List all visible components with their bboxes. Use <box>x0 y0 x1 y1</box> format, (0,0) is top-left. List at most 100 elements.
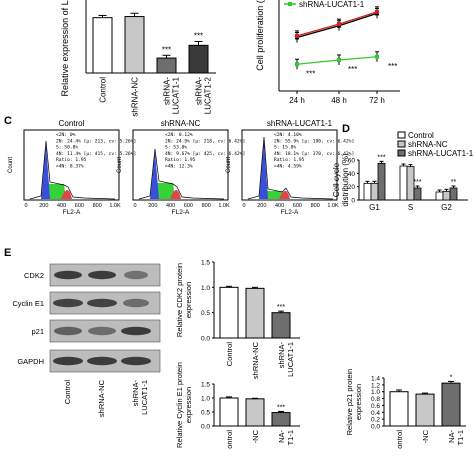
panel-e-cdk2-ytick-0: 0.0 <box>201 336 210 343</box>
panel-c-ylabel-0: Count <box>8 157 14 173</box>
panel-d-ytick-1: 20 <box>348 184 356 191</box>
panel-c-frame-0 <box>23 129 120 201</box>
panel-c-stat-0-4: Ratio: 1.95 <box>56 157 87 163</box>
panel-d-legend-label-1: shRNA-NC <box>408 140 448 149</box>
panel-e-cdk2-bar-1 <box>245 287 265 339</box>
panel-c-xtick-2-4: 800 <box>311 203 320 209</box>
panel-e-band-3-1 <box>87 356 117 366</box>
panel-e-western-blot: E CDK2 Cyclin E1 p21 GAPDH Control shRNA-NC sh… <box>4 247 466 449</box>
panel-a-sig-3: *** <box>194 31 203 40</box>
panel-c-ylabel-2: Count <box>226 157 232 173</box>
panel-d-legend-label-2: shRNA-LUCAT1-1 <box>408 149 474 158</box>
panel-c-stat-2-3: 4N: 18.1% [µ: 370, cv: 6.42%] <box>274 151 354 157</box>
panel-e-band-1-1 <box>87 298 117 308</box>
panel-c-trace-1 <box>138 148 225 200</box>
panel-d-bar-2-1 <box>442 190 451 201</box>
panel-e-blot-label-2: p21 <box>31 327 44 336</box>
panel-e-cdk2-bar-0 <box>219 286 239 339</box>
panel-e-blot-label-0: CDK2 <box>24 271 44 280</box>
panel-a-sig-2: *** <box>162 45 171 54</box>
panel-b-point-1-0 <box>295 33 299 38</box>
panel-b-legend-marker <box>288 2 292 6</box>
panel-c-xlabel-2: FL2-A <box>281 209 299 216</box>
panel-e-band-2-1 <box>88 326 116 336</box>
panel-e-cdk2-xtick-2: shRNA-LUCAT1-1 <box>277 342 295 377</box>
panel-b-sig-2: *** <box>388 62 397 71</box>
panel-c-stat-2-5: >4N: 4.59% <box>274 164 302 170</box>
panel-d-xtick-0: G1 <box>369 203 380 212</box>
panel-c-xlabel-1: FL2-A <box>172 209 190 216</box>
panel-e-cyclin-ytick-3: 1.5 <box>201 382 210 389</box>
panel-e-cyclin-bar-2 <box>271 412 291 427</box>
panel-c-stat-1-5: >4N: 12.3% <box>165 164 193 170</box>
panel-c-xlabel-0: FL2-A <box>63 209 81 216</box>
panel-c-title-2: shRNA-LUCAT1-1 <box>267 119 333 128</box>
panel-c-g2-peak-0 <box>61 190 72 199</box>
panel-b-point-2-0 <box>295 62 299 67</box>
panel-e-cdk2-sig-2: *** <box>277 304 285 311</box>
panel-b-sig-1: *** <box>348 65 357 74</box>
panel-e-band-3-2 <box>121 356 151 366</box>
panel-e-cdk2-ylabel-1: Relative CDK2 protein <box>175 263 184 337</box>
panel-e-cyclin-bar-1 <box>245 398 265 427</box>
panel-e-p21-ytick-3: 0.6 <box>371 403 380 410</box>
panel-b-ylabel: Cell proliferation (%) <box>255 0 265 71</box>
panel-e-p21-bar-2 <box>441 382 461 427</box>
panel-c-xtick-1-3: 600 <box>184 203 193 209</box>
panel-c-xtick-0-4: 800 <box>93 203 102 209</box>
panel-d-legend-label-0: Control <box>408 131 434 140</box>
panel-e-cdk2-ytick-2: 1.0 <box>201 285 210 292</box>
panel-e-cyclin-ylabel-1: Relative Cyclin E1 protein <box>175 362 184 448</box>
panel-c-stat-0-0: <2N: 0% <box>56 132 76 138</box>
panel-d-cell-cycle: D Cell cycle distribution (%) 0 20 40 60 Contr… <box>332 123 474 212</box>
panel-a-bar-3 <box>188 44 209 74</box>
panel-c-stat-2-2: S: 15.8% <box>274 145 296 151</box>
panel-a-bar-1 <box>124 16 145 74</box>
panel-c-stat-1-2: S: 53.0% <box>165 145 187 151</box>
panel-c-stat-0-2: S: 50.8% <box>56 145 78 151</box>
panel-c-xtick-2-2: 400 <box>275 203 284 209</box>
panel-e-p21-ytick-7: 1.4 <box>371 376 380 383</box>
panel-c-xtick-1-1: 200 <box>148 203 157 209</box>
panel-d-xtick-2: G2 <box>441 203 452 212</box>
panel-d-bar-0-0 <box>363 182 372 201</box>
panel-e-band-0-0 <box>54 270 82 280</box>
panel-e-cdk2-xtick-0: Control <box>225 342 234 367</box>
panel-c-xtick-1-5: 1.0K <box>218 203 230 209</box>
panel-e-cdk2-ytick-1: 0.5 <box>201 310 210 317</box>
panel-e-lane-label-2: shRNA-LUCAT1-1 <box>131 380 149 415</box>
panel-e-cyclin-ylabel-2: expression <box>184 387 193 423</box>
panel-c-stat-1-1: 2N: 24.9% [µ: 218, cv: 6.42%] <box>165 138 245 144</box>
panel-d-sig-1: *** <box>413 179 421 186</box>
panel-e-p21-xtick-2: NA-T1-1 <box>447 430 465 446</box>
panel-c-stat-1-3: 4N: 9.67% [µ: 425, cv: 6.42%] <box>165 151 245 157</box>
panel-a-xtick-3: shRNA-LUCAT1-2 <box>195 76 213 114</box>
panel-d-ytick-3: 60 <box>348 158 356 165</box>
panel-b-proliferation: Cell proliferation (%) 24 h 48 h 72 h *** **… <box>255 0 400 105</box>
panel-e-cdk2-ylabel-2: expression <box>184 282 193 318</box>
panel-d-ylabel-line2: distribution (%) <box>341 153 350 207</box>
panel-c-g2-peak-2 <box>279 190 290 199</box>
panel-e-cyclin-xtick-2: NA-T1-1 <box>277 430 295 446</box>
panel-a-xtick-2: shRNA-LUCAT1-1 <box>163 76 181 114</box>
panel-c-frame-2 <box>241 129 338 201</box>
panel-b-xtick-0: 24 h <box>289 96 305 105</box>
panel-c-xtick-0-1: 200 <box>39 203 48 209</box>
panel-c-stat-2-1: 2N: 55.9% [µ: 190, cv: 6.42%] <box>274 138 354 144</box>
panel-d-bar-2-0 <box>435 191 444 201</box>
panel-d-xtick-1: S <box>408 203 413 212</box>
panel-d-label: D <box>342 123 350 135</box>
panel-c-stat-0-1: 2N: 24.4% [µ: 213, cv: 5.26%] <box>56 138 136 144</box>
panel-e-band-0-2 <box>124 270 148 280</box>
panel-c-stat-1-4: Ratio: 1.95 <box>165 157 196 163</box>
panel-b-xtick-2: 72 h <box>369 96 385 105</box>
panel-c-stat-2-0: <2N: 4.10% <box>274 132 302 138</box>
panel-e-band-3-0 <box>53 356 83 366</box>
panel-e-cyclin-sig-2: *** <box>277 404 285 411</box>
panel-b-point-1-1 <box>337 22 341 27</box>
panel-e-lane-label-0: Control <box>63 380 72 405</box>
panel-e-p21-ytick-0: 0.0 <box>371 424 380 431</box>
panel-e-cyclin-ytick-2: 1.0 <box>201 396 210 403</box>
panel-e-p21-xtick-0: ontrol <box>395 430 404 449</box>
